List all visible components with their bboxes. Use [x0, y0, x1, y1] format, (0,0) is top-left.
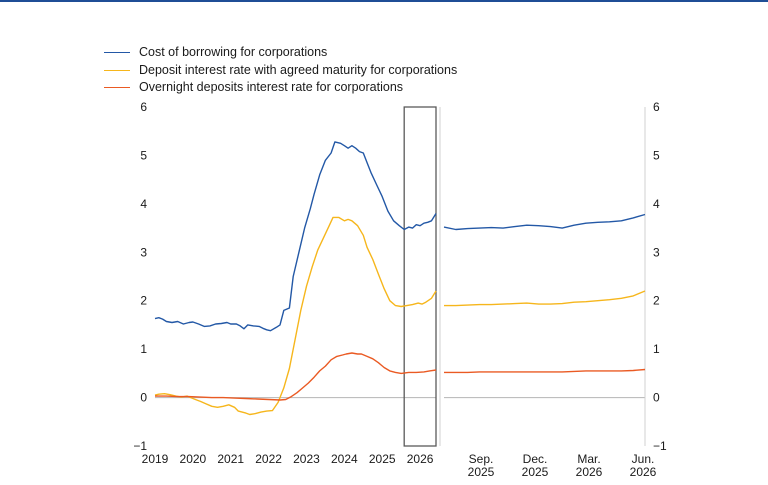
y-tick-label-right: −1 [653, 439, 667, 453]
x-tick-label-year: 2019 [142, 452, 169, 466]
series-line-left-deposit [154, 216, 437, 416]
legend-label-deposit: Deposit interest rate with agreed maturi… [139, 62, 458, 77]
x-tick-label-month: Sep. [469, 452, 494, 466]
series-line-right-borrowing [443, 213, 646, 231]
y-tick-label-left: 5 [140, 148, 147, 162]
x-tick-label-month: Mar. [577, 452, 600, 466]
x-tick-label-year: 2021 [217, 452, 244, 466]
series-line-right-overnight [444, 368, 646, 374]
y-tick-label-left: 0 [140, 391, 147, 405]
x-tick-label-month-year: 2026 [630, 465, 657, 479]
x-tick-label-year: 2023 [293, 452, 320, 466]
x-tick-label-year: 2025 [369, 452, 396, 466]
legend-swatch-borrowing [104, 52, 130, 54]
x-tick-label-year: 2024 [331, 452, 358, 466]
x-tick-label-month: Jun. [632, 452, 655, 466]
y-tick-label-left: 1 [140, 342, 147, 356]
x-tick-label-month: Dec. [523, 452, 548, 466]
legend-swatch-deposit [104, 69, 130, 71]
legend-item-borrowing: Cost of borrowing for corporations [104, 44, 457, 62]
series-line-left-borrowing [154, 141, 437, 332]
x-tick-label-month-year: 2025 [468, 465, 495, 479]
top-accent-rule [0, 0, 768, 2]
series-line-right-deposit [444, 290, 646, 307]
x-tick-label-month-year: 2025 [522, 465, 549, 479]
y-tick-label-right: 5 [653, 148, 660, 162]
y-tick-label-right: 6 [653, 100, 660, 114]
series-line-left-overnight [155, 352, 437, 401]
y-tick-label-right: 1 [653, 342, 660, 356]
y-tick-label-left: −1 [133, 439, 147, 453]
y-tick-label-right: 2 [653, 294, 660, 308]
x-tick-label-year: 2020 [180, 452, 207, 466]
y-tick-label-left: 4 [140, 197, 147, 211]
y-tick-label-right: 4 [653, 197, 660, 211]
legend-label-overnight: Overnight deposits interest rate for cor… [139, 80, 404, 94]
y-tick-label-right: 3 [653, 245, 660, 259]
x-tick-label-year: 2026 [407, 452, 434, 466]
y-tick-label-left: 3 [140, 245, 147, 259]
legend-swatch-overnight [104, 87, 130, 89]
legend-item-overnight: Overnight deposits interest rate for cor… [104, 79, 457, 97]
y-tick-label-left: 2 [140, 294, 147, 308]
chart-legend: Cost of borrowing for corporations Depos… [104, 44, 457, 97]
y-tick-label-right: 0 [653, 391, 660, 405]
x-tick-label-year: 2022 [255, 452, 282, 466]
y-tick-label-left: 6 [140, 100, 147, 114]
recent-period-box [403, 106, 437, 447]
legend-label-borrowing: Cost of borrowing for corporations [139, 45, 328, 59]
x-tick-label-month-year: 2026 [576, 465, 603, 479]
legend-item-deposit: Deposit interest rate with agreed maturi… [104, 62, 457, 80]
